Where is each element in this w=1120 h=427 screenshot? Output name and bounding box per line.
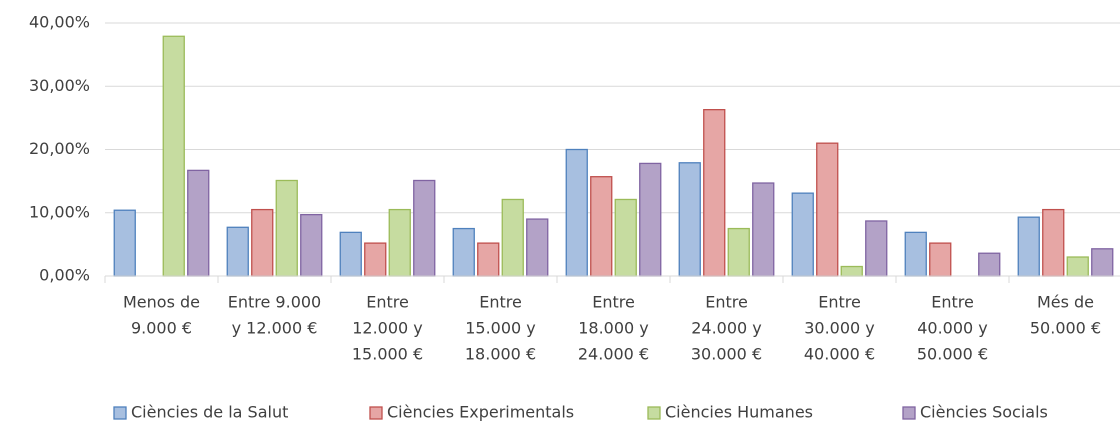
bar: [678, 162, 701, 277]
bar: [226, 226, 249, 277]
x-tick-label: Més de: [1037, 293, 1094, 312]
x-tick-label: 50.000 €: [1030, 319, 1101, 338]
bar: [1091, 248, 1114, 277]
x-tick-label: 18.000 y: [578, 319, 649, 338]
bar: [413, 179, 436, 277]
y-tick-label: 20,00%: [29, 139, 90, 158]
bar: [791, 192, 814, 277]
bar: [275, 179, 298, 277]
legend-swatch: [647, 406, 661, 420]
bar: [614, 198, 637, 277]
bar: [162, 35, 185, 277]
bar: [816, 142, 839, 277]
x-tick-label: Entre: [931, 293, 974, 312]
x-tick-label: 24.000 €: [578, 345, 649, 364]
x-tick-label: 50.000 €: [917, 345, 988, 364]
x-tick-label: 30.000 y: [804, 319, 875, 338]
x-tick-label: Entre: [705, 293, 748, 312]
x-tick-label: Entre: [366, 293, 409, 312]
bar: [251, 208, 274, 277]
x-tick-label: Menos de: [123, 293, 200, 312]
bar: [904, 231, 927, 277]
bar: [1066, 256, 1089, 277]
bar: [978, 252, 1001, 277]
x-tick-label: Entre: [479, 293, 522, 312]
bar: [752, 182, 775, 277]
bar: [840, 265, 863, 277]
x-tick-label: Entre: [818, 293, 861, 312]
bar: [113, 209, 136, 277]
bar: [501, 198, 524, 277]
x-tick-label: 40.000 €: [804, 345, 875, 364]
bar: [1042, 208, 1065, 277]
bar: [727, 227, 750, 277]
legend-label: Ciències Experimentals: [387, 403, 574, 422]
legend-swatch: [902, 406, 916, 420]
legend-label: Ciències Humanes: [665, 403, 813, 422]
x-tick-label: 15.000 y: [465, 319, 536, 338]
y-tick-label: 30,00%: [29, 76, 90, 95]
legend-swatch: [369, 406, 383, 420]
legend-label: Ciències de la Salut: [131, 403, 288, 422]
bar: [364, 242, 387, 277]
x-tick-label: 15.000 €: [352, 345, 423, 364]
y-tick-label: 40,00%: [29, 13, 90, 32]
x-tick-label: 24.000 y: [691, 319, 762, 338]
bar: [565, 148, 588, 277]
bar: [865, 220, 888, 277]
bar: [477, 242, 500, 277]
bar: [929, 242, 952, 277]
x-tick-label: 12.000 y: [352, 319, 423, 338]
y-tick-label: 10,00%: [29, 202, 90, 221]
x-tick-label: Entre 9.000: [228, 293, 321, 312]
x-tick-label: Entre: [592, 293, 635, 312]
bar: [590, 176, 613, 277]
bar: [339, 231, 362, 277]
bar: [452, 227, 475, 277]
y-tick-label: 0,00%: [39, 266, 90, 285]
x-tick-label: 30.000 €: [691, 345, 762, 364]
bar: [388, 208, 411, 277]
bar: [703, 109, 726, 277]
bar: [639, 162, 662, 277]
x-tick-label: 40.000 y: [917, 319, 988, 338]
legend-label: Ciències Socials: [920, 403, 1048, 422]
x-tick-label: 18.000 €: [465, 345, 536, 364]
bar: [300, 213, 323, 277]
bar: [1017, 216, 1040, 277]
bar: [526, 218, 549, 277]
bar: [187, 169, 210, 277]
x-tick-label: 9.000 €: [131, 319, 192, 338]
legend-swatch: [113, 406, 127, 420]
x-tick-label: y 12.000 €: [232, 319, 318, 338]
